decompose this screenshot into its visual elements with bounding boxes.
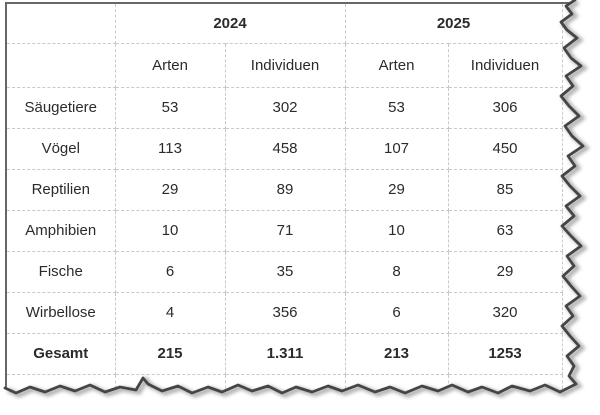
table-row-years: 2024 2025 xyxy=(5,2,563,44)
table-row: Wirbellose 4 356 6 320 xyxy=(5,291,563,334)
table-cell: 89 xyxy=(224,168,346,211)
table-cell: 29 xyxy=(344,168,449,211)
zoo-census-table: 2024 2025 Arten Individuen Arten Individ… xyxy=(5,2,563,394)
year-header-2024: 2024 xyxy=(114,2,346,44)
corner-cell xyxy=(5,2,116,44)
table-cell: 53 xyxy=(114,86,226,129)
table-cell: 8 xyxy=(344,250,449,293)
table-cell: 450 xyxy=(447,127,563,170)
table-row: Vögel 113 458 107 450 xyxy=(5,127,563,170)
table-row-subheaders: Arten Individuen Arten Individuen xyxy=(5,42,563,88)
table-cell: 113 xyxy=(114,127,226,170)
table-cell: 4 xyxy=(114,291,226,334)
table-cell: 29 xyxy=(114,168,226,211)
row-label: Fische xyxy=(5,250,116,293)
column-header: Arten xyxy=(114,42,226,88)
column-header: Individuen xyxy=(447,42,563,88)
total-cell: 215 xyxy=(114,332,226,375)
row-label: Reptilien xyxy=(5,168,116,211)
table-cell: 63 xyxy=(447,209,563,252)
row-label: Amphibien xyxy=(5,209,116,252)
total-cell: 1253 xyxy=(447,332,563,375)
column-header: Arten xyxy=(344,42,449,88)
table-row: Säugetiere 53 302 53 306 xyxy=(5,86,563,129)
table-cell: 10 xyxy=(344,209,449,252)
row-label: Wirbellose xyxy=(5,291,116,334)
table-cell: 356 xyxy=(224,291,346,334)
table-cell: 302 xyxy=(224,86,346,129)
table-row-total: Gesamt 215 1.311 213 1253 xyxy=(5,332,563,375)
table-cell: 71 xyxy=(224,209,346,252)
table-cell: 107 xyxy=(344,127,449,170)
total-cell: 1.311 xyxy=(224,332,346,375)
total-cell: 213 xyxy=(344,332,449,375)
table-cell: 320 xyxy=(447,291,563,334)
table-cell: 458 xyxy=(224,127,346,170)
row-label: Säugetiere xyxy=(5,86,116,129)
corner-cell xyxy=(5,42,116,88)
table-row: Amphibien 10 71 10 63 xyxy=(5,209,563,252)
table-cell: 306 xyxy=(447,86,563,129)
table-cell: 6 xyxy=(114,250,226,293)
table-cell: 10 xyxy=(114,209,226,252)
row-label: Vögel xyxy=(5,127,116,170)
table-row-torn-remnant xyxy=(5,373,563,394)
column-header: Individuen xyxy=(224,42,346,88)
table-cell: 85 xyxy=(447,168,563,211)
table-row: Reptilien 29 89 29 85 xyxy=(5,168,563,211)
table-border-fragment xyxy=(561,2,574,4)
table-cell: 29 xyxy=(447,250,563,293)
year-header-2025: 2025 xyxy=(344,2,563,44)
table-cell: 35 xyxy=(224,250,346,293)
table-cell: 6 xyxy=(344,291,449,334)
table-cell: 53 xyxy=(344,86,449,129)
total-label: Gesamt xyxy=(5,332,116,375)
table-row: Fische 6 35 8 29 xyxy=(5,250,563,293)
